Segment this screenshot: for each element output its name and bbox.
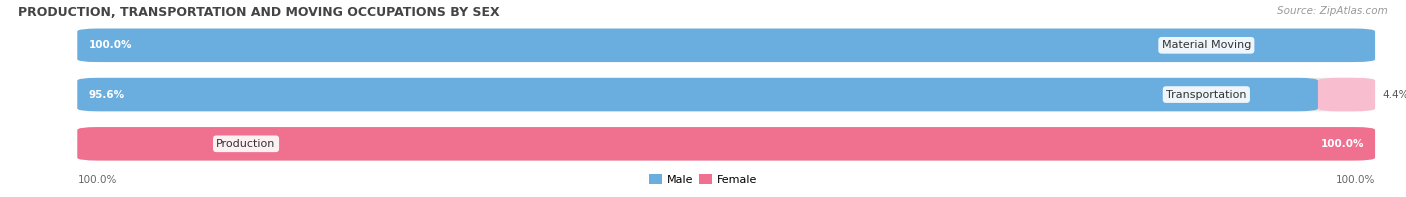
Text: 100.0%: 100.0% [1336, 175, 1375, 185]
Legend: Male, Female: Male, Female [644, 170, 762, 190]
FancyBboxPatch shape [77, 78, 1375, 111]
Text: Production: Production [217, 139, 276, 149]
FancyBboxPatch shape [77, 29, 1375, 62]
FancyBboxPatch shape [77, 78, 1317, 111]
Text: Transportation: Transportation [1166, 90, 1247, 99]
Text: 100.0%: 100.0% [89, 40, 132, 50]
Text: 100.0%: 100.0% [77, 175, 117, 185]
FancyBboxPatch shape [77, 29, 1375, 62]
FancyBboxPatch shape [77, 127, 1375, 161]
Text: Material Moving: Material Moving [1161, 40, 1251, 50]
Text: 95.6%: 95.6% [89, 90, 125, 99]
FancyBboxPatch shape [1317, 78, 1375, 111]
Text: PRODUCTION, TRANSPORTATION AND MOVING OCCUPATIONS BY SEX: PRODUCTION, TRANSPORTATION AND MOVING OC… [18, 6, 501, 19]
Text: 100.0%: 100.0% [1320, 139, 1364, 149]
FancyBboxPatch shape [77, 127, 1375, 161]
Text: 4.4%: 4.4% [1382, 90, 1406, 99]
Text: Source: ZipAtlas.com: Source: ZipAtlas.com [1277, 6, 1388, 16]
